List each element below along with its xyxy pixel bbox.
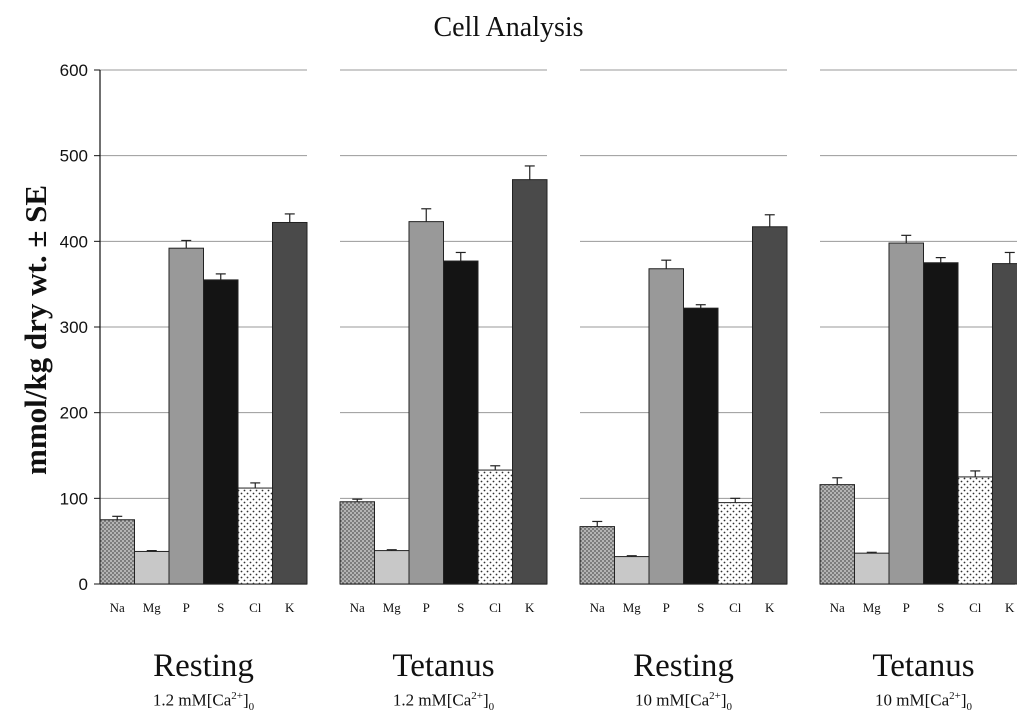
condition-calcium: 10 mM[Ca2+]0 xyxy=(634,690,733,714)
x-tick-label: K xyxy=(1005,600,1015,615)
x-tick-label: S xyxy=(937,600,944,615)
bar-k xyxy=(512,179,548,585)
x-tick-label: Cl xyxy=(729,600,742,615)
condition-state: Tetanus xyxy=(872,648,975,684)
bar-p xyxy=(648,268,684,585)
bar-na xyxy=(579,526,615,585)
bar-s xyxy=(683,307,719,585)
bar-p xyxy=(888,242,924,585)
bar-s xyxy=(203,279,239,585)
bar-s xyxy=(923,262,959,585)
x-tick-label: P xyxy=(903,600,910,615)
condition-calcium: 10 mM[Ca2+]0 xyxy=(874,690,973,714)
bar-mg xyxy=(854,552,890,585)
x-tick-label: Cl xyxy=(489,600,502,615)
y-tick-label: 500 xyxy=(60,147,88,166)
x-tick-label: P xyxy=(663,600,670,615)
x-tick-label: K xyxy=(525,600,535,615)
bar-na xyxy=(99,519,135,585)
x-tick-label: P xyxy=(183,600,190,615)
condition-label: Tetanus 1.2 mM[Ca2+]0 xyxy=(334,646,554,713)
x-tick-label: Cl xyxy=(249,600,262,615)
bar-k xyxy=(752,226,788,585)
bar-cl xyxy=(957,476,993,585)
bar-cl xyxy=(477,469,513,585)
condition-calcium: 1.2 mM[Ca2+]0 xyxy=(152,690,255,714)
x-tick-label: Na xyxy=(590,600,605,615)
bar-cl xyxy=(717,502,753,585)
condition-calcium: 1.2 mM[Ca2+]0 xyxy=(392,690,495,714)
bar-k xyxy=(992,263,1017,585)
y-tick-label: 400 xyxy=(60,232,88,251)
x-tick-label: S xyxy=(697,600,704,615)
y-tick-label: 0 xyxy=(79,575,88,594)
condition-label: Tetanus 10 mM[Ca2+]0 xyxy=(814,646,1017,713)
x-tick-label: Mg xyxy=(863,600,882,615)
bar-p xyxy=(168,247,204,585)
x-tick-label: Mg xyxy=(383,600,402,615)
bar-mg xyxy=(614,556,650,585)
condition-state: Resting xyxy=(153,648,254,684)
x-tick-label: Mg xyxy=(143,600,162,615)
bar-p xyxy=(408,221,444,585)
y-tick-label: 600 xyxy=(60,61,88,80)
bar-na xyxy=(339,501,375,585)
x-tick-label: Na xyxy=(830,600,845,615)
x-tick-label: Na xyxy=(110,600,125,615)
x-tick-label: S xyxy=(457,600,464,615)
y-tick-label: 100 xyxy=(60,489,88,508)
y-tick-label: 300 xyxy=(60,318,88,337)
condition-label: Resting 10 mM[Ca2+]0 xyxy=(574,646,794,713)
x-tick-label: Cl xyxy=(969,600,982,615)
chart-title: Cell Analysis xyxy=(433,12,584,43)
y-tick-label: 200 xyxy=(60,404,88,423)
x-tick-label: Mg xyxy=(623,600,642,615)
condition-state: Tetanus xyxy=(392,648,495,684)
bar-mg xyxy=(374,550,410,585)
x-tick-label: K xyxy=(285,600,295,615)
bar-k xyxy=(272,221,308,585)
bar-s xyxy=(443,260,479,585)
condition-label: Resting 1.2 mM[Ca2+]0 xyxy=(94,646,314,713)
x-tick-label: S xyxy=(217,600,224,615)
bar-na xyxy=(819,484,855,585)
x-tick-label: Na xyxy=(350,600,365,615)
x-tick-label: K xyxy=(765,600,775,615)
condition-state: Resting xyxy=(633,648,734,684)
bar-mg xyxy=(134,550,170,585)
bar-cl xyxy=(237,487,273,585)
x-tick-label: P xyxy=(423,600,430,615)
